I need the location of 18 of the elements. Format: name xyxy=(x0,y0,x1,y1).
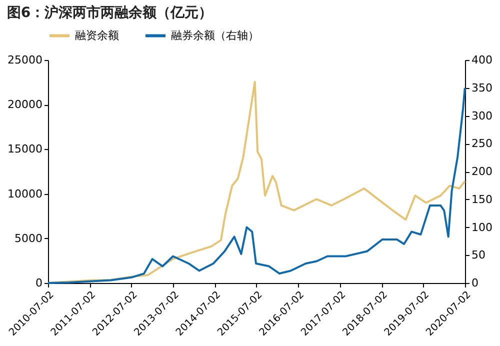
y2-tick-label: 0 xyxy=(472,276,478,290)
y2-tick-label: 400 xyxy=(472,54,492,66)
y2-tick-label: 150 xyxy=(472,192,492,206)
y-tick-label: 15000 xyxy=(8,142,42,156)
y2-tick-label: 300 xyxy=(472,109,492,122)
chart-title: 图6：沪深两市两融余额（亿元） xyxy=(6,4,213,21)
y2-tick-label: 250 xyxy=(472,137,492,150)
y2-tick-label: 350 xyxy=(472,81,492,94)
y2-tick-label: 50 xyxy=(472,248,486,262)
y-tick-label: 10000 xyxy=(8,187,42,200)
legend-label: 融资余额 xyxy=(75,28,119,42)
y-tick-label: 5000 xyxy=(14,232,42,245)
legend-label: 融券余额（右轴） xyxy=(171,28,259,42)
y-tick-label: 25000 xyxy=(8,54,42,66)
y2-tick-label: 100 xyxy=(472,220,492,234)
y2-tick-label: 200 xyxy=(472,165,492,178)
y-tick-label: 20000 xyxy=(8,98,42,112)
y-tick-label: 0 xyxy=(36,276,42,290)
